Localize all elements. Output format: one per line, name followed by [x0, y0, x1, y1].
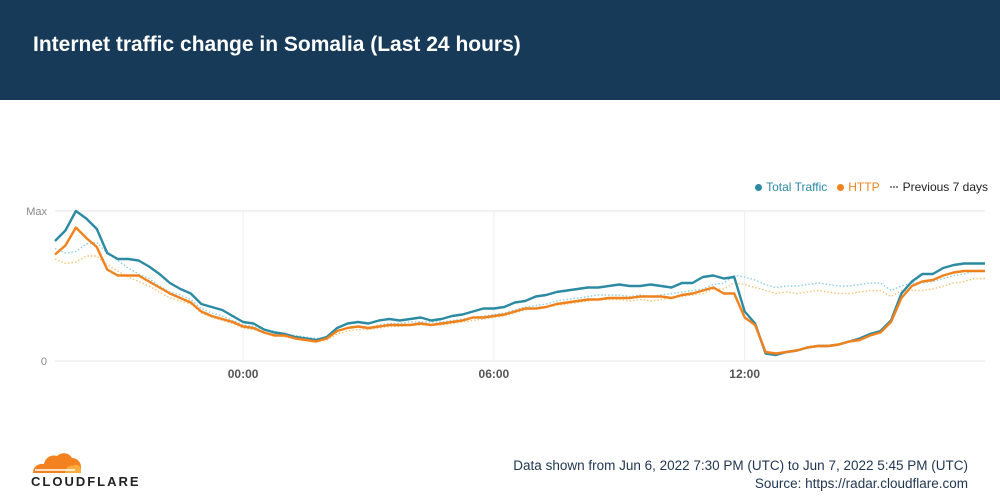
- legend-previous-label: Previous 7 days: [902, 180, 988, 194]
- cloudflare-cloud-logo-icon: [33, 453, 81, 473]
- page-title: Internet traffic change in Somalia (Last…: [33, 33, 521, 56]
- y-tick-label: 0: [41, 356, 47, 368]
- series-line-total-traffic: [54, 209, 985, 357]
- traffic-line-chart: 0 Max 00:00 06:00 12:00: [26, 206, 985, 381]
- chart-legend: Total Traffic HTTP Previous 7 days: [755, 180, 988, 194]
- series-line-previous-7-days: [54, 255, 985, 343]
- legend-total-traffic-dot-icon: [755, 183, 763, 191]
- legend-item-http[interactable]: HTTP: [837, 180, 880, 194]
- x-tick-label: 06:00: [479, 367, 510, 381]
- x-tick-label: 00:00: [228, 367, 259, 381]
- chart-series: [54, 209, 985, 357]
- date-range-text: Data shown from Jun 6, 2022 7:30 PM (UTC…: [513, 458, 968, 473]
- title-bar: Internet traffic change in Somalia (Last…: [0, 0, 1000, 100]
- legend-item-total-traffic[interactable]: Total Traffic: [755, 180, 827, 194]
- x-tick-label: 12:00: [729, 367, 760, 381]
- legend-http-dot-icon: [837, 183, 845, 191]
- series-line-http: [54, 226, 985, 355]
- footer-info: Data shown from Jun 6, 2022 7:30 PM (UTC…: [513, 457, 968, 493]
- chart-axes: 0 Max 00:00 06:00 12:00: [26, 206, 760, 381]
- legend-dotted-line-icon: [889, 186, 898, 188]
- legend-http-label: HTTP: [848, 180, 880, 194]
- legend-total-traffic-label: Total Traffic: [766, 180, 828, 194]
- chart-grid: [55, 210, 985, 362]
- series-line-previous-7-days: [54, 241, 985, 340]
- legend-item-previous-7-days[interactable]: Previous 7 days: [889, 180, 988, 194]
- y-tick-label: Max: [26, 206, 47, 218]
- cloudflare-wordmark: CLOUDFLARE: [31, 474, 141, 489]
- source-link[interactable]: Source: https://radar.cloudflare.com: [754, 476, 968, 491]
